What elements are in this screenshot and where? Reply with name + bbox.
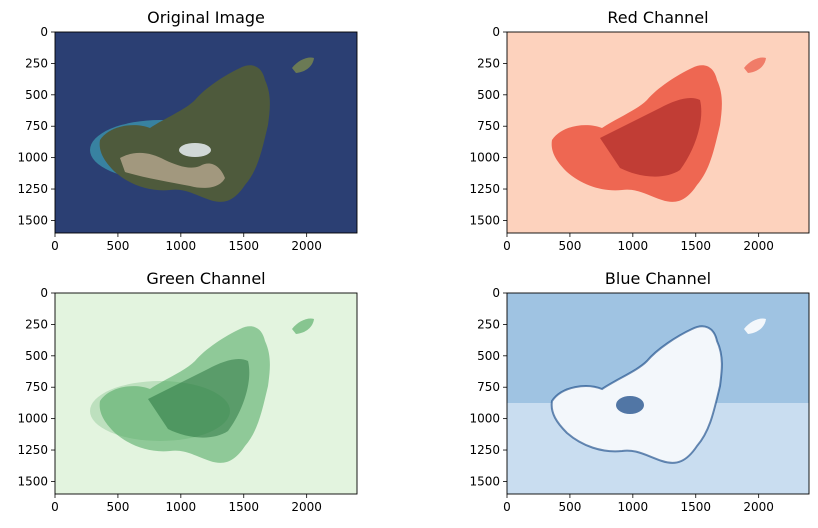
y-tick-label: 0 [40,25,48,39]
y-tick-label: 250 [477,56,500,70]
x-tick-label: 500 [558,239,581,253]
islet-green [292,318,314,334]
x-tick-label: 0 [51,500,59,514]
x-tick-label: 1000 [166,500,197,514]
x-tick-label: 1500 [228,500,259,514]
x-tick-label: 1500 [680,239,711,253]
axes-frame-blue [506,292,810,495]
panel-title-blue: Blue Channel [605,269,711,288]
x-tick-label: 0 [503,239,511,253]
x-tick-label: 2000 [291,500,322,514]
y-tick-label: 1500 [17,474,48,488]
y-tick-label: 0 [492,25,500,39]
y-tick-label: 1000 [17,151,48,165]
x-tick-label: 1000 [618,239,649,253]
y-tick-label: 500 [25,88,48,102]
axes-frame-red [506,31,810,234]
x-tick-label: 500 [106,239,129,253]
x-tick-label: 2000 [291,239,322,253]
y-tick-label: 1500 [17,213,48,227]
y-tick-label: 750 [477,380,500,394]
y-tick-label: 250 [477,317,500,331]
islet-blue [744,318,766,334]
x-tick-label: 1000 [166,239,197,253]
y-tick-label: 1000 [469,151,500,165]
panel-blue: Blue Channel [506,269,810,495]
urban-area [120,152,225,188]
island-red [551,65,722,202]
islet-red [744,57,766,73]
axes-frame-green [54,292,358,495]
panel-original: Original Image [54,8,358,234]
y-tick-label: 1250 [469,443,500,457]
island-blue [551,326,722,463]
x-tick-label: 2000 [743,239,774,253]
panel-title-original: Original Image [147,8,265,27]
panel-title-green: Green Channel [146,269,265,288]
y-tick-label: 1000 [17,412,48,426]
panel-title-red: Red Channel [607,8,708,27]
x-tick-label: 1000 [618,500,649,514]
x-tick-label: 0 [503,500,511,514]
y-tick-label: 500 [477,88,500,102]
y-tick-label: 500 [477,349,500,363]
y-tick-label: 750 [477,119,500,133]
island-blue-coast [550,325,723,464]
cloud-patch [179,143,211,157]
y-tick-label: 500 [25,349,48,363]
image-blue [507,293,809,494]
island-green-dark [148,358,250,438]
x-tick-label: 1500 [680,500,711,514]
y-tick-label: 250 [25,317,48,331]
y-tick-label: 250 [25,56,48,70]
image-green [55,293,357,494]
panel-red: Red Channel [506,8,810,234]
image-red [507,32,809,233]
x-tick-label: 2000 [743,500,774,514]
image-original [55,32,357,233]
y-tick-label: 1500 [469,474,500,488]
axes-frame-original [54,31,358,234]
x-tick-label: 500 [106,500,129,514]
y-tick-label: 1000 [469,412,500,426]
y-tick-label: 750 [25,380,48,394]
x-tick-label: 0 [51,239,59,253]
y-tick-label: 750 [25,119,48,133]
y-tick-label: 1500 [469,213,500,227]
y-tick-label: 1250 [469,182,500,196]
y-tick-label: 1250 [17,182,48,196]
y-tick-label: 0 [492,286,500,300]
x-tick-label: 500 [558,500,581,514]
island-green [99,326,270,463]
x-tick-label: 1500 [228,239,259,253]
y-tick-label: 0 [40,286,48,300]
island-red-dark [600,97,702,177]
y-tick-label: 1250 [17,443,48,457]
dark-lagoon-blue [616,396,644,414]
panel-green: Green Channel [54,269,358,495]
islet-shape [292,57,314,73]
